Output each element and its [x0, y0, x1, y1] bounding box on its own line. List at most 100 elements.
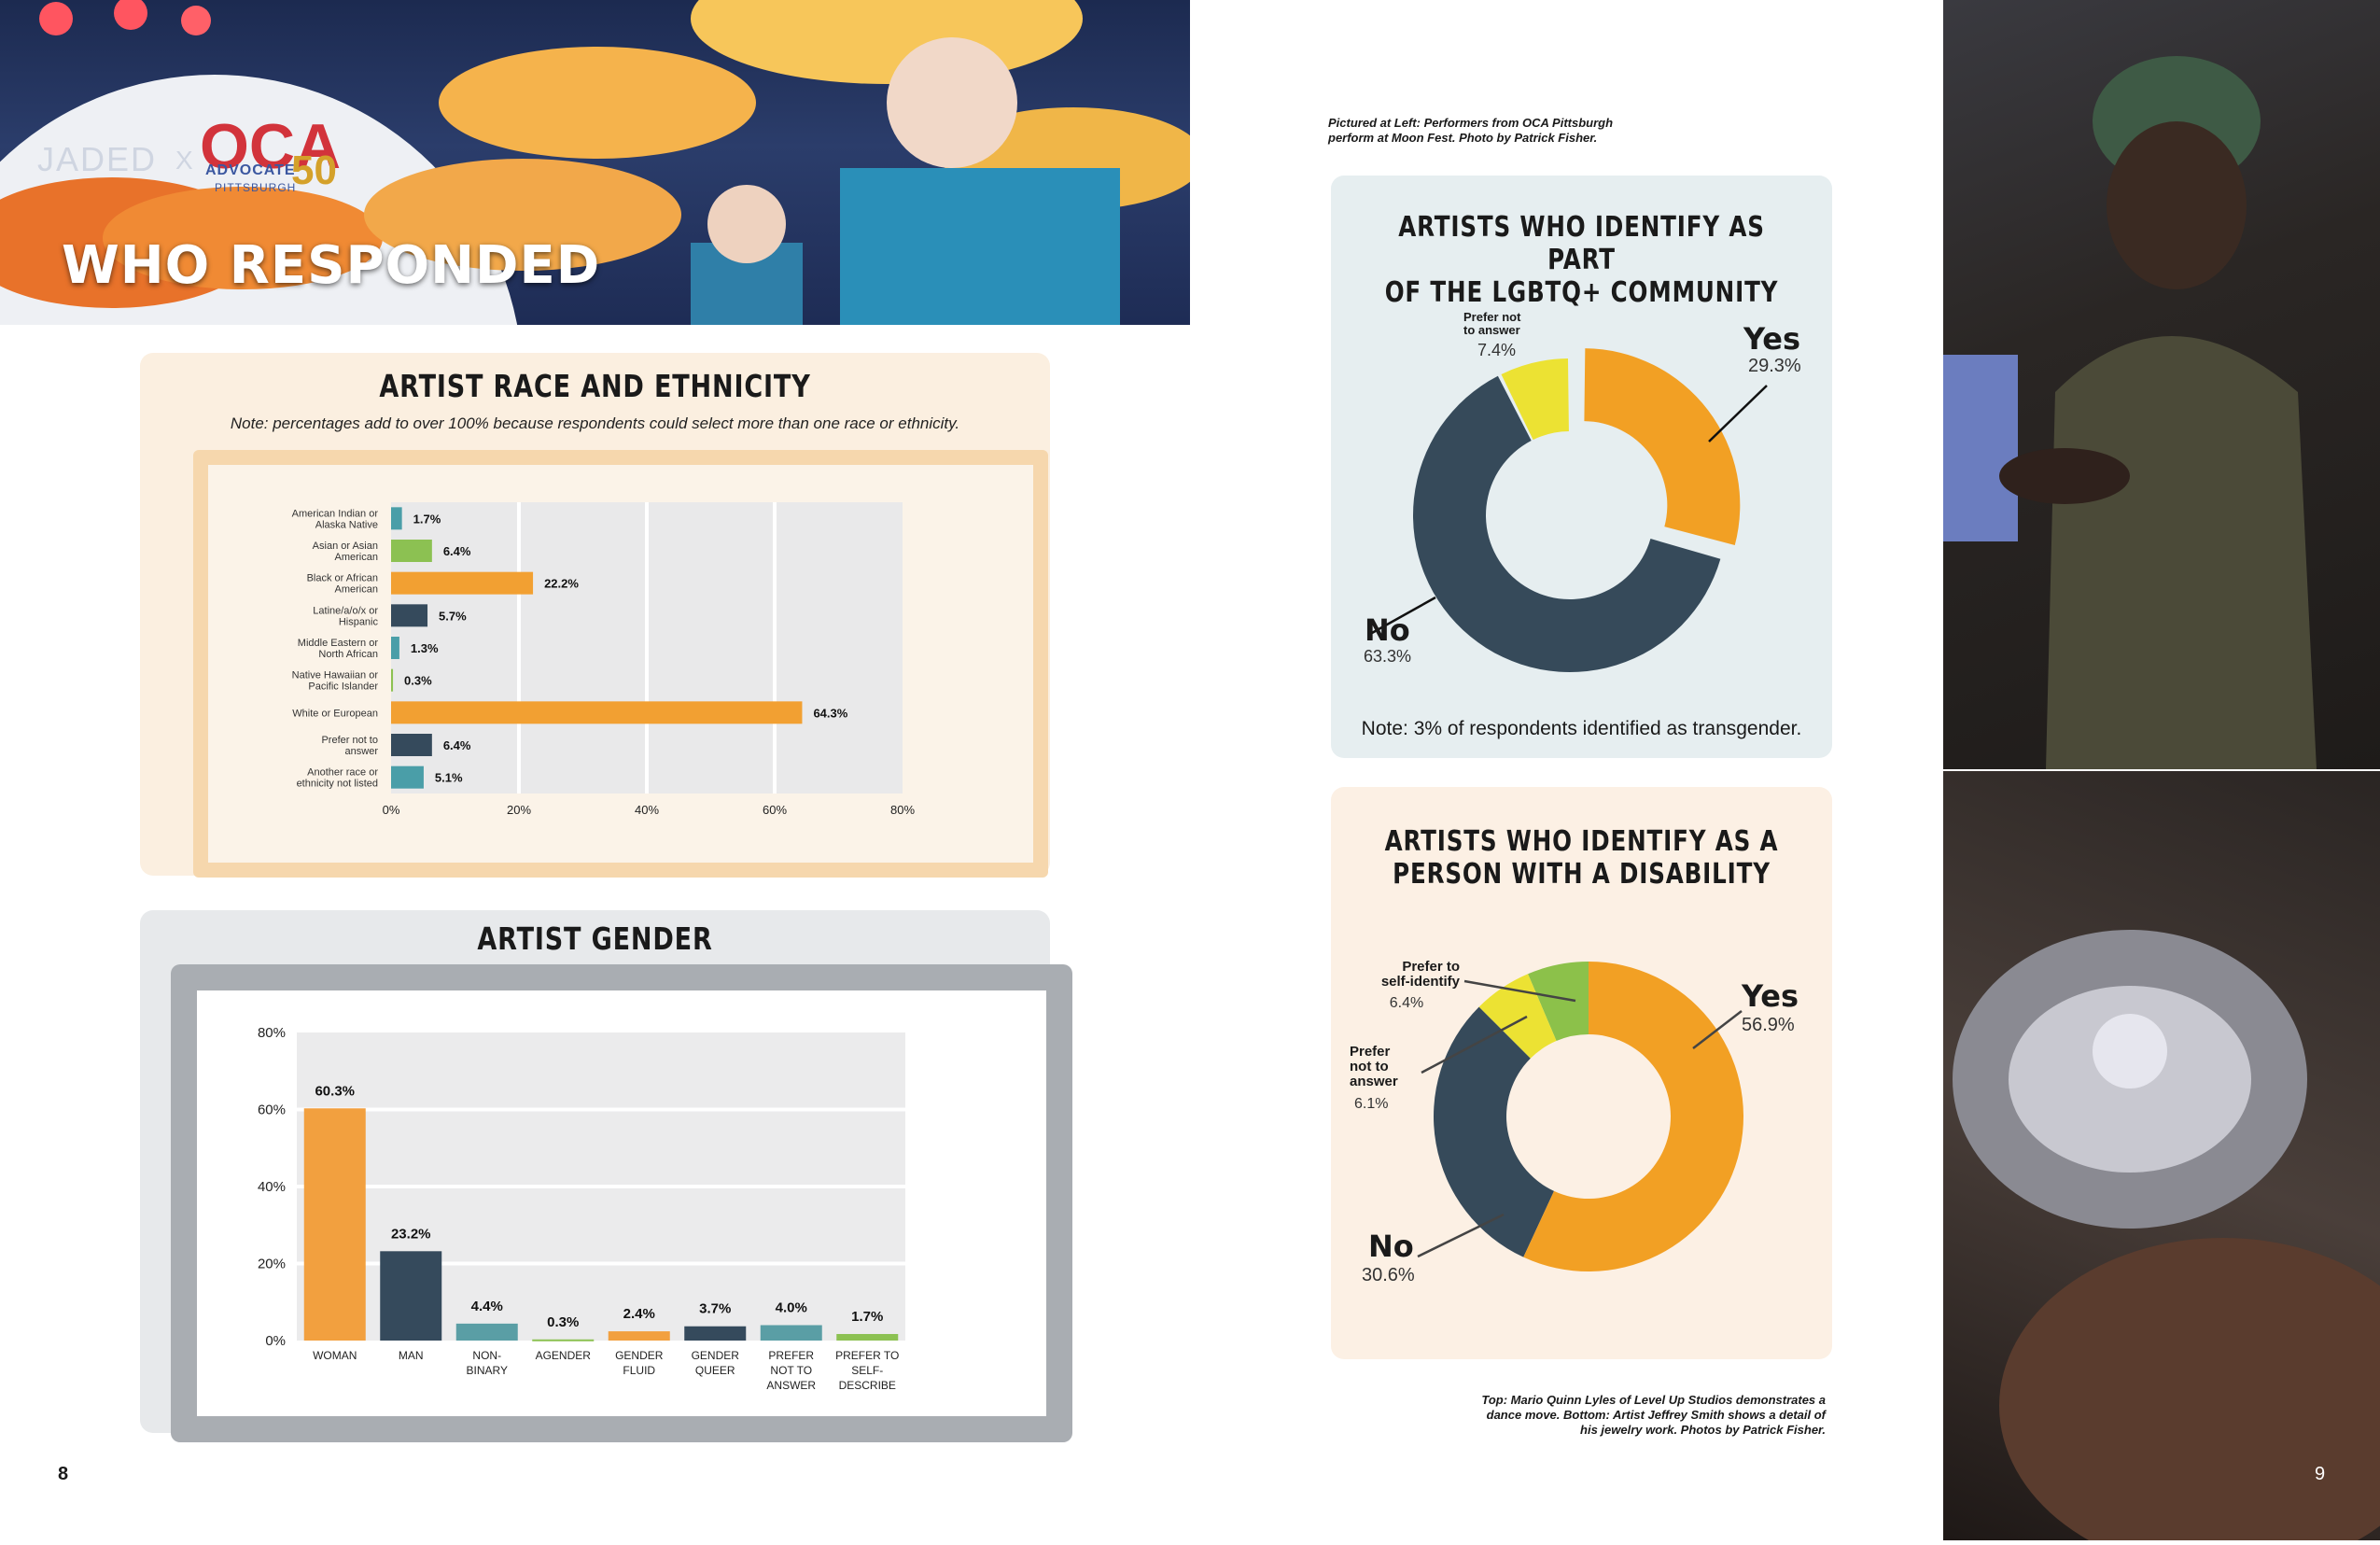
donut-slice: [1528, 962, 1589, 1042]
disability-yes-label: Yes: [1742, 978, 1799, 1014]
category-label-line: FLUID: [623, 1364, 655, 1377]
category-label: PREFER TO SELF- DESCRIBE: [835, 1349, 899, 1392]
category-label-line: ethnicity not listed: [297, 779, 378, 790]
category-label: Prefer not to answer: [321, 735, 378, 757]
logo-pittsburgh: PITTSBURGH: [215, 181, 297, 194]
donut-slice: [1584, 348, 1741, 545]
lgbtq-yes-value: 29.3%: [1748, 356, 1801, 376]
data-label: 3.7%: [699, 1301, 731, 1317]
disability-title-line: PERSON WITH A DISABILITY: [1393, 858, 1771, 891]
category-label: Latine/a/o/x or Hispanic: [313, 605, 378, 627]
bar: [391, 540, 432, 562]
lgbtq-donut-chart: [1371, 348, 1768, 672]
data-label: 1.3%: [411, 641, 439, 655]
bar: [391, 701, 803, 724]
lgbtq-prefer-line: to answer: [1463, 323, 1520, 337]
gridline: [297, 1261, 905, 1266]
photo-dancer: [1943, 0, 2380, 769]
category-label-line: Prefer not to: [321, 735, 378, 746]
category-label-line: American: [335, 552, 378, 563]
bar: [684, 1326, 747, 1341]
gender-chart: 0% 20% 40% 60% 80% 60.3% WOMAN 23.2% MAN 4.4% NON-…: [258, 1025, 905, 1392]
data-label: 4.0%: [776, 1300, 807, 1316]
y-tick-label: 20%: [258, 1257, 286, 1272]
category-label-line: Asian or Asian: [313, 541, 378, 552]
data-label: 6.4%: [443, 544, 471, 558]
data-label: 60.3%: [315, 1083, 355, 1099]
x-tick-label: 60%: [763, 803, 787, 817]
disability-pna-line: Prefer: [1350, 1044, 1391, 1060]
race-chart: 0% 20% 40% 60% 80% 1.7% American Indian or Alas…: [292, 502, 915, 817]
page-number-right: 9: [2315, 1464, 2326, 1484]
category-label: WOMAN: [313, 1349, 357, 1362]
gridline: [645, 502, 649, 794]
y-tick-label: 80%: [258, 1025, 286, 1041]
race-title: ARTIST RACE AND ETHNICITY: [379, 368, 811, 404]
x-tick-label: 40%: [635, 803, 659, 817]
data-label: 23.2%: [391, 1226, 431, 1242]
data-label: 2.4%: [623, 1306, 655, 1322]
bar: [608, 1331, 670, 1341]
category-label-line: GENDER: [615, 1349, 664, 1362]
category-label: GENDER QUEER: [692, 1349, 740, 1377]
donut-slice: [1501, 358, 1569, 441]
y-tick-label: 60%: [258, 1103, 286, 1118]
disability-yes-value: 56.9%: [1742, 1015, 1795, 1035]
disability-self-line: self-identify: [1380, 974, 1460, 990]
category-label-line: White or European: [292, 708, 378, 719]
lgbtq-prefer-label: Prefer not to answer: [1463, 311, 1520, 337]
donut-slice: [1413, 375, 1721, 672]
photo-jewelry: [1943, 771, 2380, 1545]
category-label-line: PREFER TO: [835, 1349, 899, 1362]
disability-pna-value: 6.1%: [1354, 1096, 1389, 1112]
caption-line: Top: Mario Quinn Lyles of Level Up Studi…: [1481, 1393, 1826, 1407]
x-tick-label: 0%: [383, 803, 400, 817]
bar: [760, 1325, 822, 1341]
gender-chart-frame: 0% 20% 40% 60% 80% 60.3% WOMAN 23.2% MAN 4.4% NON-…: [171, 964, 1072, 1442]
bar: [391, 734, 432, 756]
logo-advocate: ADVOCATE: [205, 162, 296, 178]
gridline: [297, 1185, 905, 1188]
category-label-line: NON-: [472, 1349, 501, 1362]
bar: [391, 507, 402, 530]
hero-illustration: [0, 0, 1190, 325]
gender-title: ARTIST GENDER: [477, 920, 713, 957]
data-label: 0.3%: [547, 1314, 579, 1330]
gridline: [297, 1107, 905, 1112]
category-label-line: American: [335, 584, 378, 596]
disability-no-value: 30.6%: [1362, 1265, 1415, 1285]
bar: [380, 1251, 442, 1341]
category-label-line: ANSWER: [766, 1379, 816, 1392]
donut-slice: [1523, 962, 1743, 1271]
bar: [391, 668, 394, 692]
lgbtq-yes-label: Yes: [1743, 321, 1800, 357]
page-title: WHO RESPONDED: [62, 235, 601, 296]
data-label: 0.3%: [404, 674, 432, 688]
category-label: AGENDER: [536, 1349, 592, 1362]
bar: [391, 571, 534, 595]
disability-pna-label: Prefer not to answer: [1350, 1045, 1398, 1089]
category-label-line: DESCRIBE: [839, 1379, 896, 1392]
category-label-line: Middle Eastern or: [298, 638, 379, 649]
race-chart-frame: 0% 20% 40% 60% 80% 1.7% American Indian or Alas…: [193, 450, 1048, 878]
y-tick-label: 40%: [258, 1179, 286, 1195]
category-label-line: MAN: [399, 1349, 424, 1362]
category-label: Another race or ethnicity not listed: [297, 767, 379, 790]
category-label-line: PREFER: [768, 1349, 814, 1362]
category-label-line: AGENDER: [536, 1349, 592, 1362]
category-label-line: North African: [318, 649, 378, 660]
caption-line: Pictured at Left: Performers from OCA Pi…: [1328, 116, 1614, 130]
category-label-line: Hispanic: [339, 616, 379, 627]
category-label: NON- BINARY: [467, 1349, 508, 1377]
category-label-line: answer: [345, 746, 379, 757]
logo-separator: X: [175, 146, 193, 175]
y-tick-label: 0%: [265, 1333, 286, 1349]
data-label: 1.7%: [851, 1309, 883, 1325]
lgbtq-prefer-value: 7.4%: [1477, 341, 1517, 359]
caption-left-photo: Pictured at Left: Performers from OCA Pi…: [1328, 116, 1613, 146]
category-label-line: American Indian or: [292, 508, 379, 519]
logo-jaded: JADED: [37, 140, 158, 178]
category-label: American Indian or Alaska Native: [292, 508, 379, 530]
category-label: White or European: [292, 708, 378, 719]
category-label: MAN: [399, 1349, 424, 1362]
